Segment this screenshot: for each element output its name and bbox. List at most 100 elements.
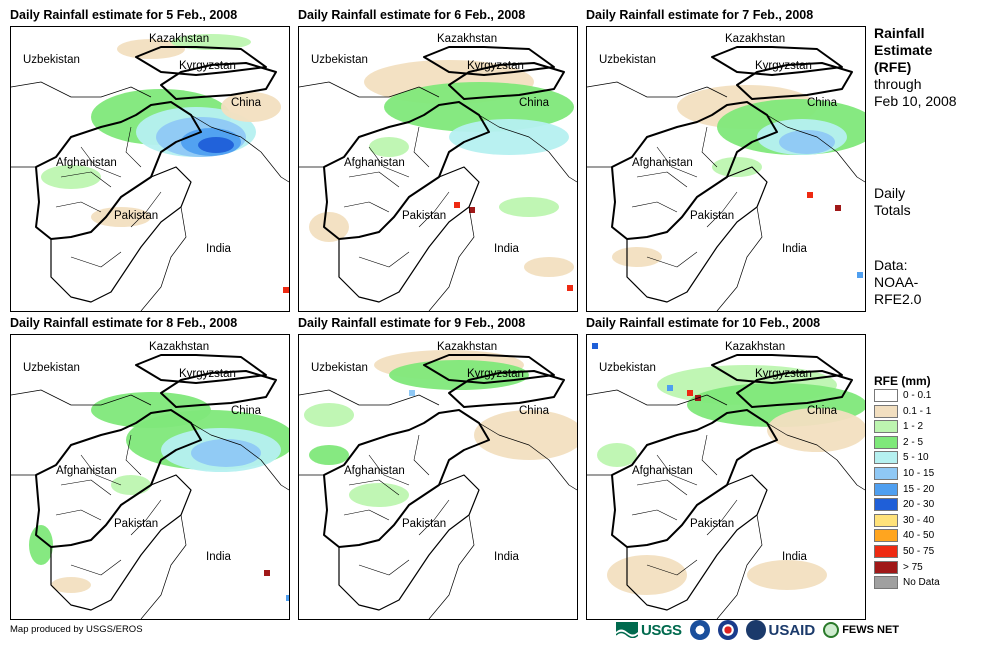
side-daily: Daily Totals xyxy=(874,185,911,219)
rainfall-area xyxy=(304,403,354,427)
country-label-india: India xyxy=(782,551,807,563)
rainfall-map-canvas xyxy=(11,34,289,311)
rainfall-area xyxy=(198,137,234,153)
rainfall-area xyxy=(607,555,687,595)
rainfall-area xyxy=(309,445,349,465)
rainfall-map-canvas xyxy=(299,350,577,619)
rainfall-area xyxy=(41,165,101,189)
country-label-india: India xyxy=(494,243,519,255)
rainfall-hotspot xyxy=(667,385,673,391)
country-label-kyrgyzstan: Kyrgyzstan xyxy=(179,60,236,72)
legend-item: 5 - 10 xyxy=(874,451,929,465)
country-label-china: China xyxy=(231,97,262,109)
country-label-india: India xyxy=(494,551,519,563)
province-boundaries xyxy=(631,434,738,576)
country-label-afghanistan: Afghanistan xyxy=(56,157,117,169)
side-data-source: Data: NOAA- RFE2.0 xyxy=(874,257,921,308)
rainfall-area xyxy=(779,130,835,154)
country-label-uzbekistan: Uzbekistan xyxy=(599,54,656,66)
rainfall-hotspot xyxy=(857,272,863,278)
country-label-kazakhstan: Kazakhstan xyxy=(149,341,210,353)
kazakhstan-border xyxy=(423,354,555,384)
country-label-china: China xyxy=(519,97,550,109)
usgs-wave-icon xyxy=(616,622,638,638)
country-label-china: China xyxy=(231,405,262,417)
kyrgyzstan-border xyxy=(448,62,565,100)
legend-label: 15 - 20 xyxy=(903,483,935,495)
side-title-line3: (RFE) xyxy=(874,59,912,75)
kazakhstan-border xyxy=(711,46,843,76)
country-label-kazakhstan: Kazakhstan xyxy=(437,33,498,45)
country-label-kazakhstan: Kazakhstan xyxy=(149,33,210,45)
rainfall-area xyxy=(221,92,281,122)
panel-title: Daily Rainfall estimate for 5 Feb., 2008 xyxy=(10,8,238,22)
country-label-kyrgyzstan: Kyrgyzstan xyxy=(179,368,236,380)
panel-title: Daily Rainfall estimate for 8 Feb., 2008 xyxy=(10,316,238,330)
rainfall-map: Kazakhstan Uzbekistan Kyrgyzstan China Afgha… xyxy=(10,334,290,620)
legend-item: > 75 xyxy=(874,560,923,575)
rainfall-area xyxy=(117,39,185,59)
legend-label: No Data xyxy=(903,577,940,589)
country-label-china: China xyxy=(807,97,838,109)
country-label-india: India xyxy=(206,243,231,255)
rainfall-map-canvas xyxy=(11,354,289,619)
legend-label: 40 - 50 xyxy=(903,530,935,542)
pakistan-border xyxy=(50,474,192,611)
fews-logo: FEWS NET xyxy=(823,622,899,638)
legend-swatch xyxy=(874,389,898,402)
india-boundary xyxy=(140,514,187,619)
legend-swatch xyxy=(874,420,898,434)
usgs-text: USGS xyxy=(641,621,682,639)
country-label-kyrgyzstan: Kyrgyzstan xyxy=(755,60,812,72)
rainfall-area xyxy=(524,257,574,277)
rainfall-area xyxy=(499,197,559,217)
india-boundary xyxy=(140,206,187,311)
india-boundary xyxy=(716,514,763,619)
kyrgyzstan-border xyxy=(736,370,853,408)
panel-title: Daily Rainfall estimate for 9 Feb., 2008 xyxy=(298,316,526,330)
kazakhstan-border xyxy=(423,46,555,76)
usaid-seal-icon xyxy=(745,620,766,640)
country-label-kazakhstan: Kazakhstan xyxy=(725,33,786,45)
legend-swatch xyxy=(874,576,898,590)
rainfall-hotspot xyxy=(264,570,270,576)
kazakhstan-border xyxy=(711,354,843,384)
country-label-kyrgyzstan: Kyrgyzstan xyxy=(755,368,812,380)
side-title: Rainfall Estimate (RFE) through Feb 10, … xyxy=(874,25,957,110)
legend-item: 1 - 2 xyxy=(874,420,923,434)
rainfall-area xyxy=(767,408,865,452)
footer-credit: Map produced by USGS/EROS xyxy=(10,624,143,635)
legend-item: 20 - 30 xyxy=(874,498,934,512)
rainfall-area xyxy=(349,483,409,507)
side-daily-2: Totals xyxy=(874,202,911,218)
legend-item: 50 - 75 xyxy=(874,545,934,559)
country-label-afghanistan: Afghanistan xyxy=(56,465,117,477)
country-label-afghanistan: Afghanistan xyxy=(632,465,693,477)
legend-swatch xyxy=(874,467,898,480)
country-boundaries xyxy=(299,81,440,168)
legend-item: 0.1 - 1 xyxy=(874,404,931,419)
rainfall-hotspot xyxy=(835,205,841,211)
rainfall-area xyxy=(51,577,91,593)
rainfall-map-canvas xyxy=(587,46,865,311)
rainfall-map: Kazakhstan Uzbekistan Kyrgyzstan China Afgha… xyxy=(298,334,578,620)
usaid-text: USAID xyxy=(768,621,816,639)
pakistan-border xyxy=(338,474,480,611)
legend-swatch xyxy=(874,560,898,574)
country-label-pakistan: Pakistan xyxy=(402,518,447,530)
legend-label: > 75 xyxy=(903,561,923,573)
panel-title: Daily Rainfall estimate for 6 Feb., 2008 xyxy=(298,8,526,22)
rainfall-hotspot xyxy=(283,287,289,293)
pakistan-border xyxy=(626,166,768,303)
province-boundaries xyxy=(55,126,162,268)
side-title-line2: Estimate xyxy=(874,42,933,58)
pakistan-border xyxy=(626,474,768,611)
usgs-logo: USGS xyxy=(616,622,682,639)
kyrgyzstan-border xyxy=(736,62,853,100)
legend-item: 15 - 20 xyxy=(874,482,935,497)
province-boundaries xyxy=(631,126,738,268)
panel-title: Daily Rainfall estimate for 7 Feb., 2008 xyxy=(586,8,814,22)
rainfall-hotspot xyxy=(567,285,573,291)
country-label-uzbekistan: Uzbekistan xyxy=(599,362,656,374)
fews-text: FEWS NET xyxy=(842,624,900,636)
